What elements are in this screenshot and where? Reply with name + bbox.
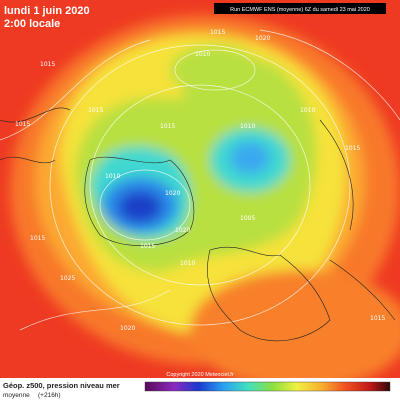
isobar-label: 1020 — [120, 325, 135, 332]
isobar-label: 1015 — [210, 29, 225, 36]
copyright: Copyright 2020 Meteociel.fr — [166, 372, 233, 378]
run-box — [214, 3, 386, 14]
isobar-label: 1020 — [165, 190, 180, 197]
isobar-label: 1015 — [88, 107, 103, 114]
map-date: lundi 1 juin 2020 — [4, 5, 90, 17]
coastlines — [0, 107, 396, 342]
isobar-label: 1010 — [105, 173, 120, 180]
isobar-label: 1015 — [140, 243, 155, 250]
isobar-label: 1010 — [195, 51, 210, 58]
isobar-label: 1010 — [240, 123, 255, 130]
isobar-label: 1015 — [40, 61, 55, 68]
isobar-labels: 1015 1020 1015 1010 1015 1015 1010 1010 1015 1010… — [15, 29, 385, 332]
footer-subtitle: moyenne — [3, 392, 30, 399]
isobar-label: 1025 — [60, 275, 75, 282]
isobar-label: 1020 — [175, 227, 190, 234]
isobar-label: 1015 — [15, 121, 30, 128]
isobar-label: 1020 — [255, 35, 270, 42]
color-scale — [144, 381, 391, 392]
map-field — [0, 0, 400, 378]
isobar-label: 1015 — [370, 315, 385, 322]
map-time: 2:00 locale — [4, 18, 60, 30]
isobar-label: 1015 — [160, 123, 175, 130]
isobars — [0, 29, 400, 331]
isobar-label: 1010 — [300, 107, 315, 114]
footer-lead: (+216h) — [38, 392, 61, 399]
isobar-label: 1005 — [240, 215, 255, 222]
isobar-label: 1015 — [345, 145, 360, 152]
isobar-label: 1015 — [30, 235, 45, 242]
run-info: Run ECMWF ENS (moyenne) 6Z du samedi 23 … — [230, 7, 370, 13]
footer-title: Géop. z500, pression niveau mer — [3, 381, 120, 390]
isobar-label: 1010 — [180, 260, 195, 267]
